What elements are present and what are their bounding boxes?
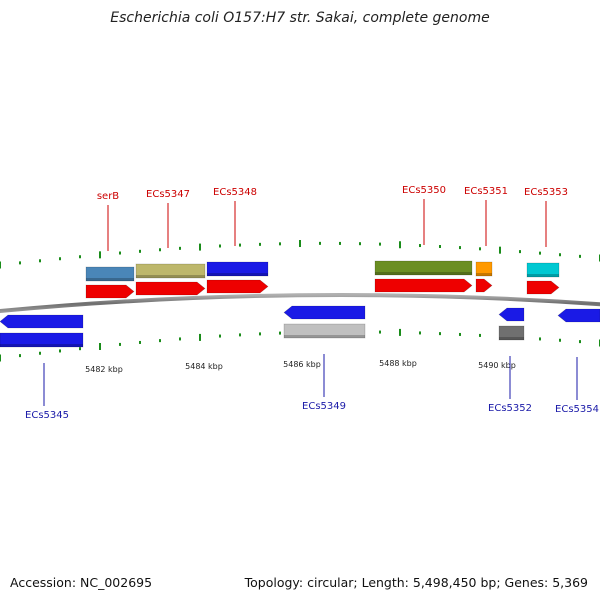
- map-title: Escherichia coli O157:H7 str. Sakai, com…: [110, 10, 490, 26]
- scale-label: 5484 kbp: [185, 362, 223, 371]
- forward-gene-label: ECs5348: [213, 187, 257, 198]
- cog-feature-box-shade: [476, 273, 492, 276]
- scale-label: 5488 kbp: [379, 359, 417, 368]
- cog-feature-box: [0, 332, 84, 348]
- cog-feature-box-shade: [284, 335, 365, 338]
- label-layer: 5482 kbp 5484 kbp 5486 kbp 5488 kbp 5490 kbp…: [25, 185, 599, 421]
- forward-gene-label: ECs5351: [464, 186, 508, 197]
- cog-feature-box-shade: [0, 344, 83, 347]
- cog-feature-box: [85, 266, 135, 282]
- forward-cds-arrow: [374, 278, 473, 293]
- forward-cds-arrow: [475, 278, 493, 293]
- cog-feature-box: [526, 262, 560, 278]
- cog-feature-box-shade: [207, 273, 268, 276]
- forward-gene-label: ECs5350: [402, 185, 446, 196]
- reverse-gene-label: ECs5354: [555, 404, 599, 415]
- reverse-cds-arrow: [498, 307, 525, 322]
- scale-label: 5486 kbp: [283, 360, 321, 369]
- forward-cds-arrow: [85, 284, 135, 299]
- forward-gene-label: ECs5353: [524, 187, 568, 198]
- cog-feature-box: [135, 263, 206, 279]
- reverse-gene-label: ECs5352: [488, 403, 532, 414]
- topology-text: Topology: circular; Length: 5,498,450 bp…: [244, 575, 588, 590]
- cog-feature-box: [475, 261, 493, 277]
- cog-feature-box-shade: [527, 274, 559, 277]
- cog-feature-box: [374, 260, 473, 276]
- reverse-cds-arrow: [283, 305, 366, 320]
- scale-label: 5490 kbp: [478, 361, 516, 370]
- reverse-gene-label: ECs5345: [25, 410, 69, 421]
- forward-cds-arrow: [135, 281, 206, 296]
- accession-text: Accession: NC_002695: [10, 575, 153, 590]
- feature-layer: [0, 260, 600, 348]
- cog-feature-box: [206, 261, 269, 277]
- cog-feature-box-shade: [86, 278, 134, 281]
- reverse-gene-label: ECs5349: [302, 401, 346, 412]
- cog-feature-box-shade: [499, 337, 524, 340]
- reverse-cds-arrow: [0, 314, 84, 329]
- genome-backbone: [0, 293, 600, 314]
- forward-gene-label: ECs5347: [146, 189, 190, 200]
- forward-cds-arrow: [206, 279, 269, 294]
- reverse-cds-arrow: [557, 308, 600, 323]
- cog-feature-box-shade: [136, 275, 205, 278]
- cog-feature-box: [283, 323, 366, 339]
- cog-feature-box-shade: [375, 272, 472, 275]
- forward-gene-label: serB: [97, 191, 119, 202]
- scale-label: 5482 kbp: [85, 365, 123, 374]
- forward-cds-arrow: [526, 280, 560, 295]
- cog-feature-box: [498, 325, 525, 341]
